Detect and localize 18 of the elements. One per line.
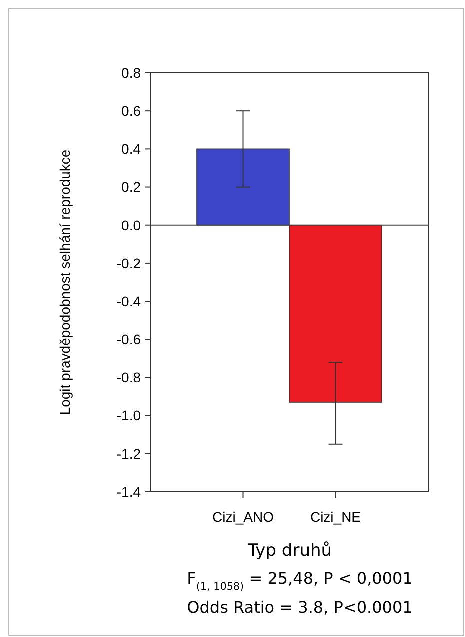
y-axis-title: Logit pravděpodobnost selhání reprodukce xyxy=(57,150,73,416)
text: F$_{(1, 1058)}$ = 25,48, P < 0,0001 xyxy=(187,569,413,593)
y-tick-label: 0.2 xyxy=(122,179,142,196)
y-tick-label: -0.6 xyxy=(116,332,142,348)
y-tick-label: -1.2 xyxy=(116,446,142,462)
text: Odds Ratio = 3.8, P<0.0001 xyxy=(187,598,413,617)
y-tick-label: -1.0 xyxy=(116,408,142,424)
x-tick-label: Cizi_ANO xyxy=(212,509,274,525)
y-tick-label: 0.0 xyxy=(122,217,142,234)
x-tick-label: Cizi_NE xyxy=(310,509,362,525)
y-tick-label: 0.4 xyxy=(122,141,142,158)
y-tick-label: 0.6 xyxy=(122,102,142,119)
x-axis-title: Typ druhů xyxy=(246,541,332,561)
y-tick-label: -0.2 xyxy=(116,255,142,272)
y-tick-label: -1.4 xyxy=(116,484,142,500)
y-tick-label: -0.8 xyxy=(116,370,142,386)
y-tick-label: -0.4 xyxy=(116,293,142,310)
y-tick-label: 0.8 xyxy=(122,64,142,81)
